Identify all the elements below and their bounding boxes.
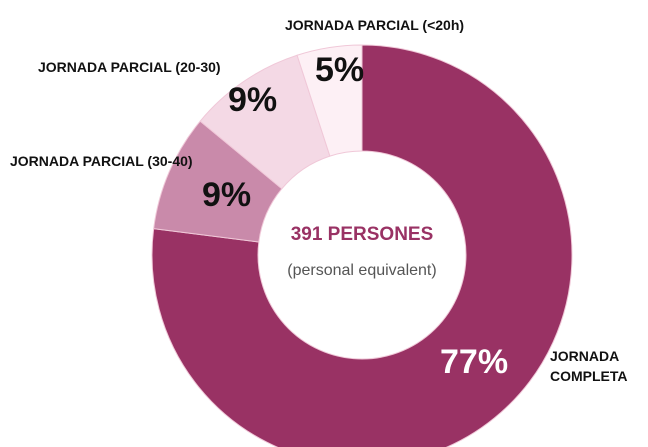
value-label: 9% [202, 176, 252, 214]
category-label: JORNADA COMPLETA [550, 348, 628, 384]
center-subtitle: (personal equivalent) [287, 262, 437, 279]
donut-segment [296, 44, 363, 157]
value-label: 5% [315, 51, 365, 89]
donut-segment [151, 44, 573, 447]
value-label: 9% [228, 81, 278, 119]
category-label: JORNADA PARCIAL (<20h) [285, 17, 465, 33]
center-title: 391 PERSONES [290, 224, 434, 245]
category-label: JORNADA PARCIAL (30-40) [10, 153, 193, 169]
value-label: 77% [440, 343, 509, 381]
category-label: JORNADA PARCIAL (20-30) [38, 59, 221, 75]
